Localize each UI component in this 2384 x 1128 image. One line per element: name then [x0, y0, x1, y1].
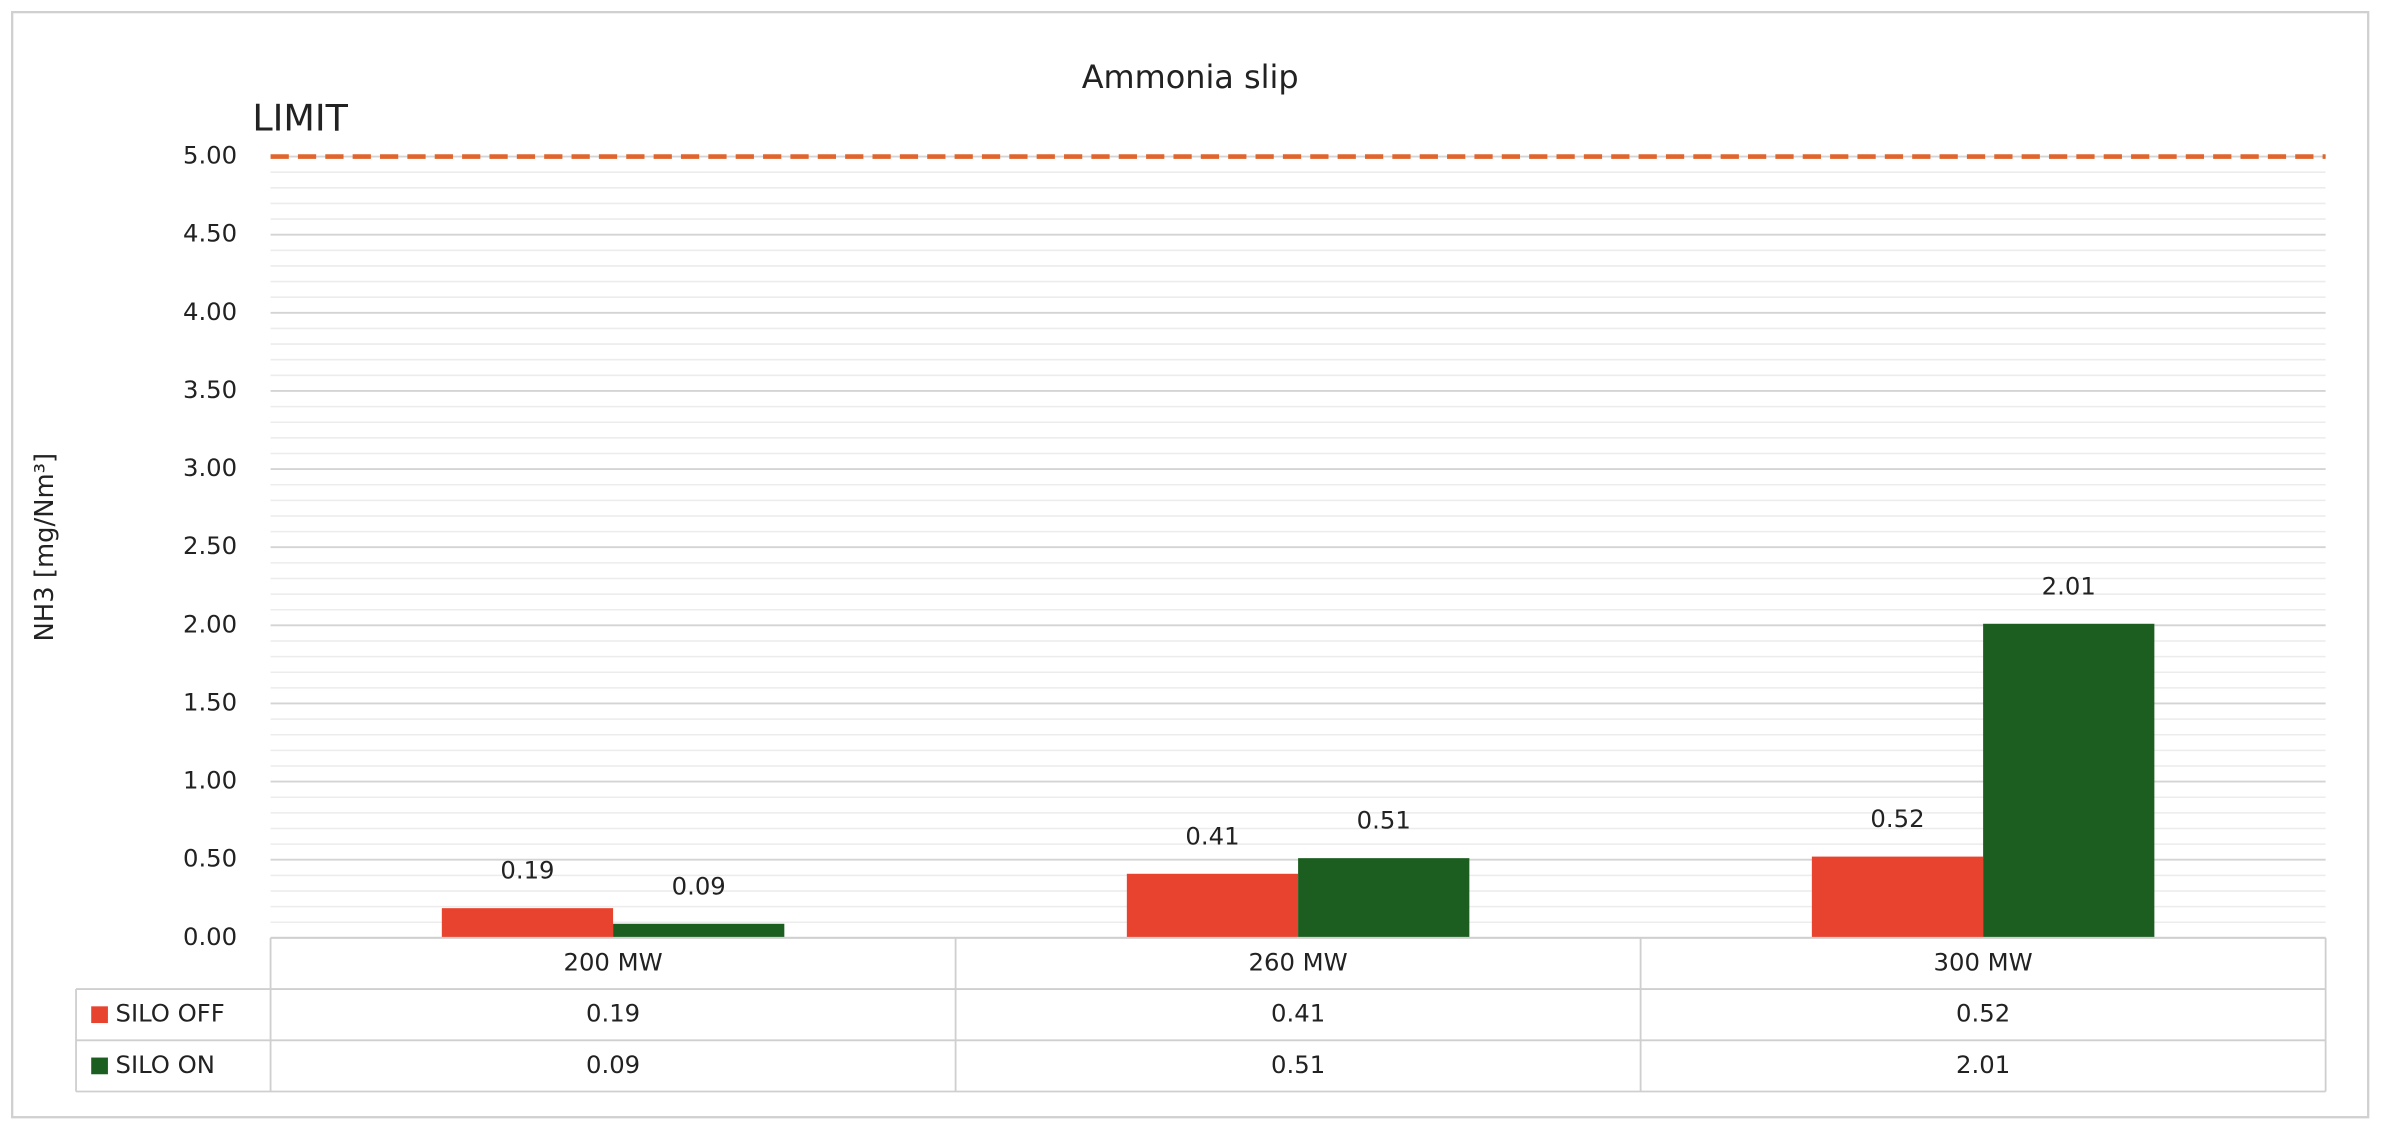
y-tick-label: 1.50 — [183, 687, 237, 716]
limit-label: LIMIT — [252, 97, 348, 140]
data-label: 0.52 — [1870, 804, 1924, 833]
data-label: 0.19 — [500, 856, 554, 885]
data-label: 0.09 — [672, 871, 726, 900]
x-tick-label: 200 MW — [564, 947, 663, 976]
y-tick-label: 1.00 — [183, 766, 237, 795]
bar — [1811, 856, 1984, 938]
y-tick-label: 2.50 — [183, 531, 237, 560]
data-label: 0.51 — [1357, 806, 1411, 835]
y-tick-label: 2.00 — [183, 609, 237, 638]
y-tick-label: 3.50 — [183, 375, 237, 404]
table-value: 0.09 — [586, 1050, 640, 1079]
y-tick-label: 5.00 — [183, 141, 237, 170]
bar — [441, 908, 614, 938]
data-label: 0.41 — [1185, 821, 1239, 850]
bar — [1298, 858, 1470, 938]
y-tick-label: 4.50 — [183, 219, 237, 248]
bar — [1983, 623, 2155, 938]
x-tick-label: 300 MW — [1934, 947, 2033, 976]
y-axis-label: NH3 [mg/Nm³] — [30, 453, 60, 642]
legend-swatch — [91, 1006, 108, 1024]
table-value: 0.41 — [1271, 999, 1325, 1028]
y-tick-label: 0.50 — [183, 844, 237, 873]
legend-swatch — [91, 1057, 108, 1075]
table-value: 2.01 — [1956, 1050, 2010, 1079]
chart-title: Ammonia slip — [1082, 58, 1299, 96]
table-value: 0.51 — [1271, 1050, 1325, 1079]
x-tick-label: 260 MW — [1249, 947, 1348, 976]
legend-label: SILO ON — [116, 1050, 215, 1079]
y-tick-label: 4.00 — [183, 297, 237, 326]
y-tick-label: 0.00 — [183, 922, 237, 951]
table-value: 0.52 — [1956, 999, 2010, 1028]
data-label: 2.01 — [2042, 571, 2096, 600]
bar — [1126, 873, 1299, 938]
table-value: 0.19 — [586, 999, 640, 1028]
y-tick-label: 3.00 — [183, 453, 237, 482]
bar — [613, 923, 785, 938]
legend-label: SILO OFF — [116, 999, 225, 1028]
